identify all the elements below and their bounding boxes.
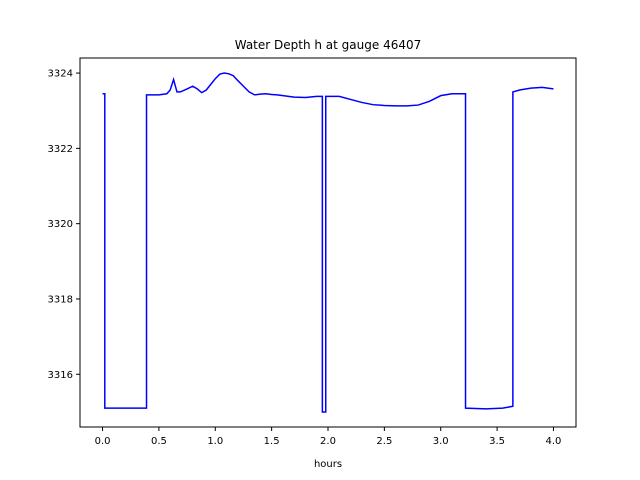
x-tick-label: 4.0 bbox=[546, 436, 562, 447]
y-tick-label: 3324 bbox=[48, 69, 73, 80]
x-tick-label: 1.5 bbox=[264, 436, 280, 447]
x-tick-label: 2.0 bbox=[320, 436, 336, 447]
y-tick-label: 3320 bbox=[48, 219, 73, 230]
x-tick-label: 1.0 bbox=[207, 436, 223, 447]
x-tick-label: 0.0 bbox=[95, 436, 111, 447]
x-tick-label: 0.5 bbox=[151, 436, 167, 447]
series-line bbox=[102, 72, 554, 413]
chart-title: Water Depth h at gauge 46407 bbox=[235, 38, 422, 52]
y-tick-label: 3316 bbox=[48, 370, 73, 381]
x-tick-label: 2.5 bbox=[376, 436, 392, 447]
y-axis: 3316 3318 3320 3322 3324 bbox=[48, 69, 80, 381]
y-tick-label: 3322 bbox=[48, 144, 73, 155]
x-tick-label: 3.5 bbox=[489, 436, 505, 447]
x-tick-label: 3.0 bbox=[433, 436, 449, 447]
x-axis-label: hours bbox=[314, 459, 342, 470]
x-axis: 0.0 0.5 1.0 1.5 2.0 2.5 3.0 3.5 4.0 bbox=[95, 427, 562, 447]
y-tick-label: 3318 bbox=[48, 294, 73, 305]
